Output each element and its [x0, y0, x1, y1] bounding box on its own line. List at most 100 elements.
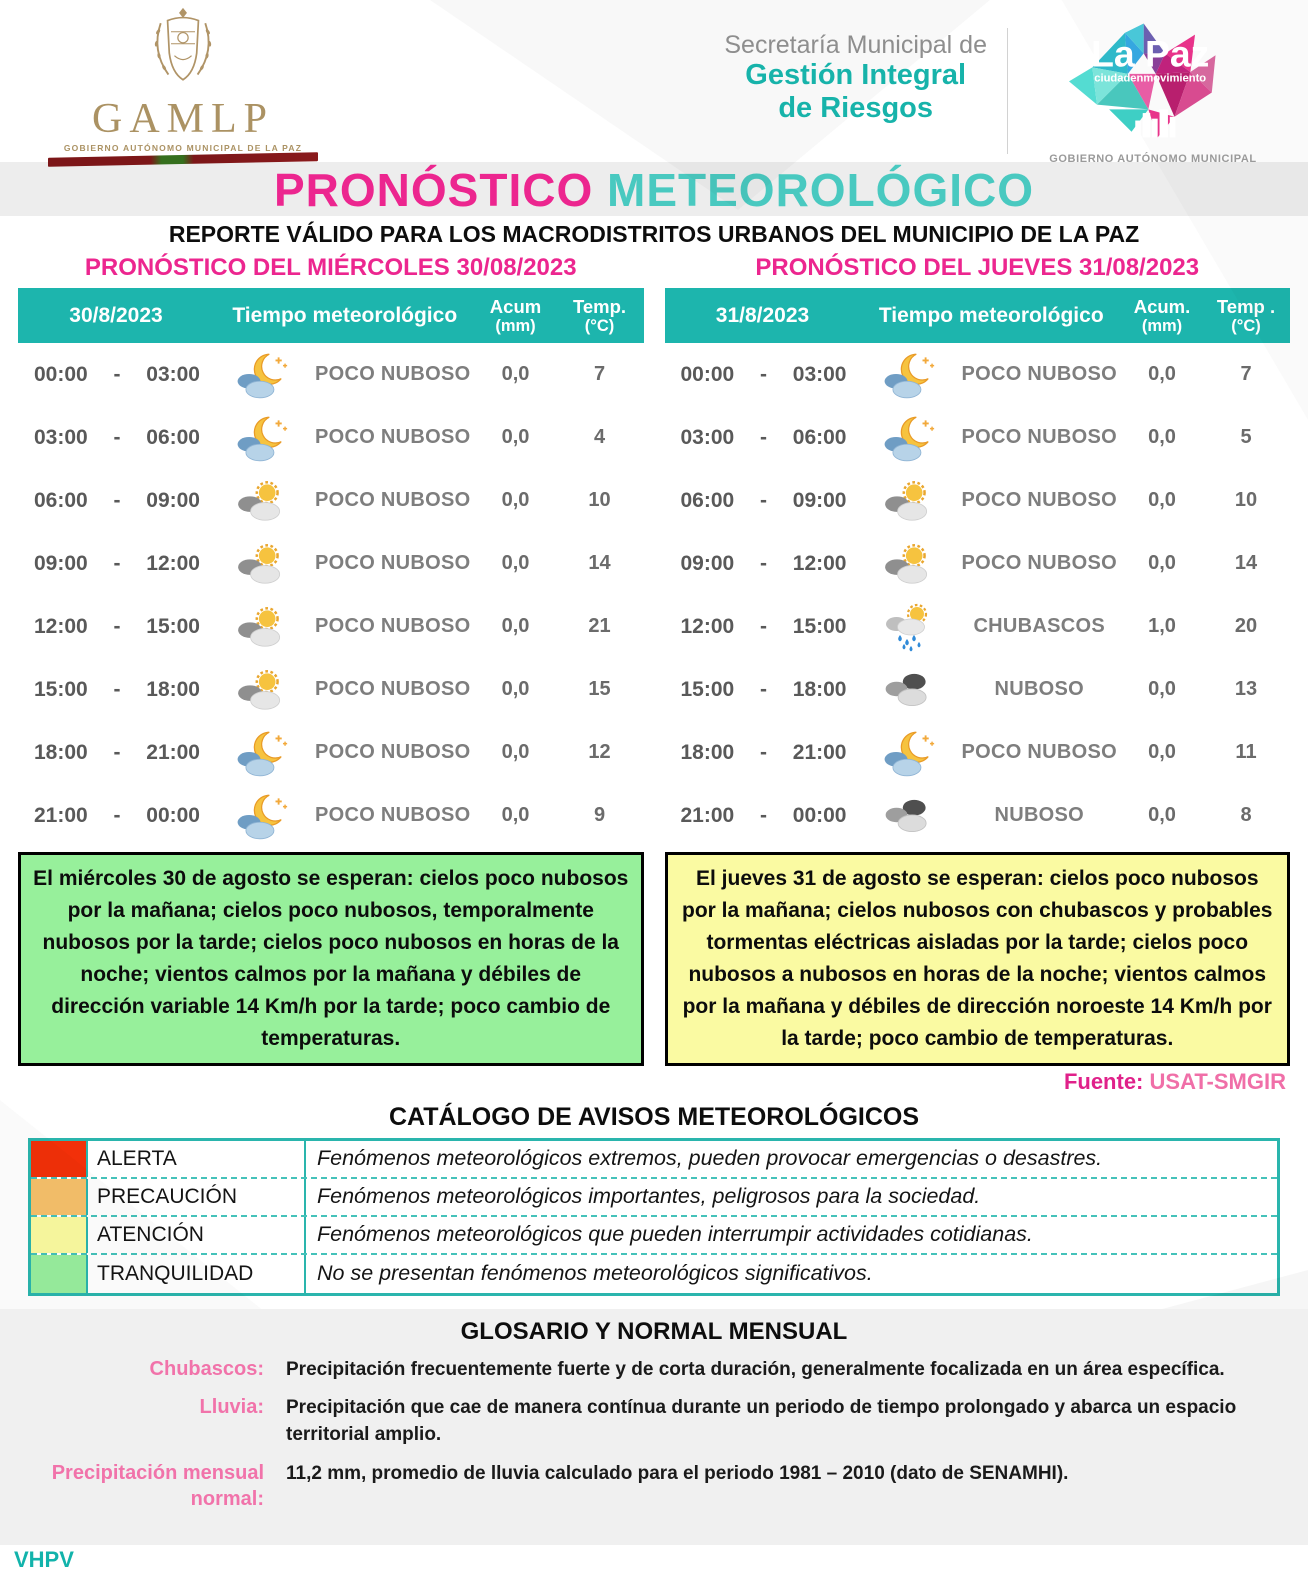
level-color-swatch: [31, 1216, 88, 1253]
glossary-definition: 11,2 mm, promedio de lluvia calculado pa…: [286, 1462, 1069, 1484]
time-from: 12:00: [680, 614, 735, 638]
temp-value: 20: [1234, 615, 1258, 638]
column-header-date: 30/8/2023: [69, 303, 163, 327]
level-description: Fenómenos meteorológicos que pueden inte…: [317, 1222, 1033, 1247]
time-to: 12:00: [792, 551, 847, 575]
level-color-swatch: [31, 1254, 88, 1293]
time-from: 18:00: [34, 740, 88, 764]
sun-clouds-icon: [214, 603, 310, 651]
condition-label: POCO NUBOSO: [961, 552, 1118, 575]
catalog-row: ALERTA Fenómenos meteorológicos extremos,…: [31, 1140, 1277, 1179]
lapaz-logo: La Paz ciudadenmovimiento GOBIERNO AUTÓN…: [1028, 16, 1278, 165]
time-separator: -: [113, 614, 121, 638]
acum-value: 0,0: [501, 678, 530, 701]
time-separator: -: [113, 488, 121, 512]
time-separator: -: [760, 425, 767, 449]
forecast-tables: 30/8/2023 Tiempo meteorológico Acum (mm)…: [0, 288, 1308, 847]
time-to: 03:00: [146, 362, 200, 386]
time-to: 00:00: [146, 803, 200, 827]
temp-value: 21: [588, 615, 611, 638]
time-separator: -: [760, 803, 767, 827]
forecast-row: 09:00 - 12:00 POCO NUBOSO 0,0 14: [665, 532, 1291, 595]
temp-value: 10: [588, 489, 611, 512]
table-header: 30/8/2023 Tiempo meteorológico Acum (mm)…: [18, 288, 644, 344]
time-to: 15:00: [792, 614, 847, 638]
temp-value: 14: [1234, 552, 1258, 575]
time-from: 06:00: [680, 488, 735, 512]
forecast-row: 03:00 - 06:00 POCO NUBOSO 0,0 4: [18, 406, 644, 469]
condition-label: POCO NUBOSO: [314, 615, 471, 638]
glossary-definition: Precipitación frecuentemente fuerte y de…: [286, 1358, 1225, 1380]
forecast-row: 12:00 - 15:00 CHUBASCOS 1,0 20: [665, 595, 1291, 658]
sun-clouds-icon: [861, 477, 957, 525]
forecast-row: 06:00 - 09:00 POCO NUBOSO 0,0 10: [665, 469, 1291, 532]
column-header-acum: Acum (mm): [489, 295, 542, 335]
time-from: 12:00: [34, 614, 88, 638]
forecast-row: 15:00 - 18:00 POCO NUBOSO 0,0 15: [18, 658, 644, 721]
forecast-row: 03:00 - 06:00 POCO NUBOSO 0,0 5: [665, 406, 1291, 469]
time-from: 03:00: [680, 425, 735, 449]
gamlp-logo: GAMLP GOBIERNO AUTÓNOMO MUNICIPAL DE LA …: [48, 6, 318, 167]
time-to: 21:00: [792, 740, 847, 764]
sun-clouds-icon: [214, 477, 310, 525]
moon-clouds-icon: [214, 351, 310, 399]
author-initials: VHPV: [14, 1546, 74, 1572]
time-from: 03:00: [34, 425, 88, 449]
catalog-table: ALERTA Fenómenos meteorológicos extremos,…: [28, 1137, 1280, 1296]
time-to: 09:00: [792, 488, 847, 512]
gamlp-acronym: GAMLP: [91, 96, 275, 142]
level-label: PRECAUCIÓN: [88, 1178, 306, 1215]
time-range: 21:00 - 00:00: [665, 804, 861, 828]
dark-clouds-icon: [861, 666, 957, 714]
time-separator: -: [760, 362, 767, 386]
acum-value: 0,0: [501, 615, 530, 638]
forecast-row: 21:00 - 00:00 POCO NUBOSO 0,0 9: [18, 784, 644, 847]
level-label: ATENCIÓN: [88, 1216, 306, 1253]
forecast-row: 00:00 - 03:00 POCO NUBOSO 0,0 7: [18, 343, 644, 406]
acum-value: 0,0: [1148, 804, 1176, 827]
temp-value: 15: [588, 678, 611, 701]
time-range: 15:00 - 18:00: [665, 678, 861, 702]
page-title: PRONÓSTICO METEOROLÓGICO: [0, 166, 1308, 214]
sun-clouds-icon: [214, 540, 310, 588]
gamlp-subtitle: GOBIERNO AUTÓNOMO MUNICIPAL DE LA PAZ: [63, 143, 303, 153]
moon-clouds-icon: [214, 414, 310, 462]
forecast-row: 12:00 - 15:00 POCO NUBOSO 0,0 21: [18, 595, 644, 658]
level-label: TRANQUILIDAD: [88, 1254, 306, 1293]
time-to: 15:00: [146, 614, 200, 638]
time-from: 15:00: [680, 677, 735, 701]
condition-label: POCO NUBOSO: [314, 741, 471, 764]
condition-label: CHUBASCOS: [973, 615, 1106, 638]
time-range: 03:00 - 06:00: [18, 426, 214, 450]
moon-clouds-icon: [214, 729, 310, 777]
moon-clouds-icon: [861, 414, 957, 462]
time-range: 03:00 - 06:00: [665, 426, 861, 450]
time-from: 06:00: [34, 488, 88, 512]
glossary-entry: Lluvia: Precipitación que cae de manera c…: [26, 1394, 1282, 1448]
forecast-row: 21:00 - 00:00 NUBOSO 0,0 8: [665, 784, 1291, 847]
level-color-swatch: [31, 1178, 88, 1215]
time-range: 12:00 - 15:00: [665, 615, 861, 639]
time-separator: -: [760, 614, 767, 638]
time-to: 21:00: [146, 740, 200, 764]
acum-value: 0,0: [1148, 678, 1176, 701]
time-to: 12:00: [146, 551, 200, 575]
level-description: No se presentan fenómenos meteorológicos…: [317, 1261, 873, 1286]
forecast-row: 18:00 - 21:00 POCO NUBOSO 0,0 11: [665, 721, 1291, 784]
gamlp-crest-icon: [154, 7, 212, 81]
forecast-table-wednesday: 30/8/2023 Tiempo meteorológico Acum (mm)…: [18, 288, 644, 847]
moon-clouds-icon: [214, 792, 310, 840]
summary-box-thursday: El jueves 31 de agosto se esperan: cielo…: [664, 852, 1290, 1066]
summary-box-wednesday: El miércoles 30 de agosto se esperan: ci…: [18, 852, 644, 1066]
glossary-section: GLOSARIO Y NORMAL MENSUAL Chubascos: Prec…: [0, 1308, 1308, 1545]
temp-value: 9: [593, 804, 606, 827]
column-header-temp: Temp . (°C): [1216, 295, 1276, 335]
acum-value: 0,0: [501, 552, 530, 575]
time-to: 06:00: [792, 425, 847, 449]
time-from: 21:00: [680, 803, 735, 827]
time-range: 18:00 - 21:00: [18, 741, 214, 765]
forecast-row: 06:00 - 09:00 POCO NUBOSO 0,0 10: [18, 469, 644, 532]
time-separator: -: [113, 803, 121, 827]
acum-value: 1,0: [1148, 615, 1176, 638]
condition-label: POCO NUBOSO: [314, 552, 471, 575]
